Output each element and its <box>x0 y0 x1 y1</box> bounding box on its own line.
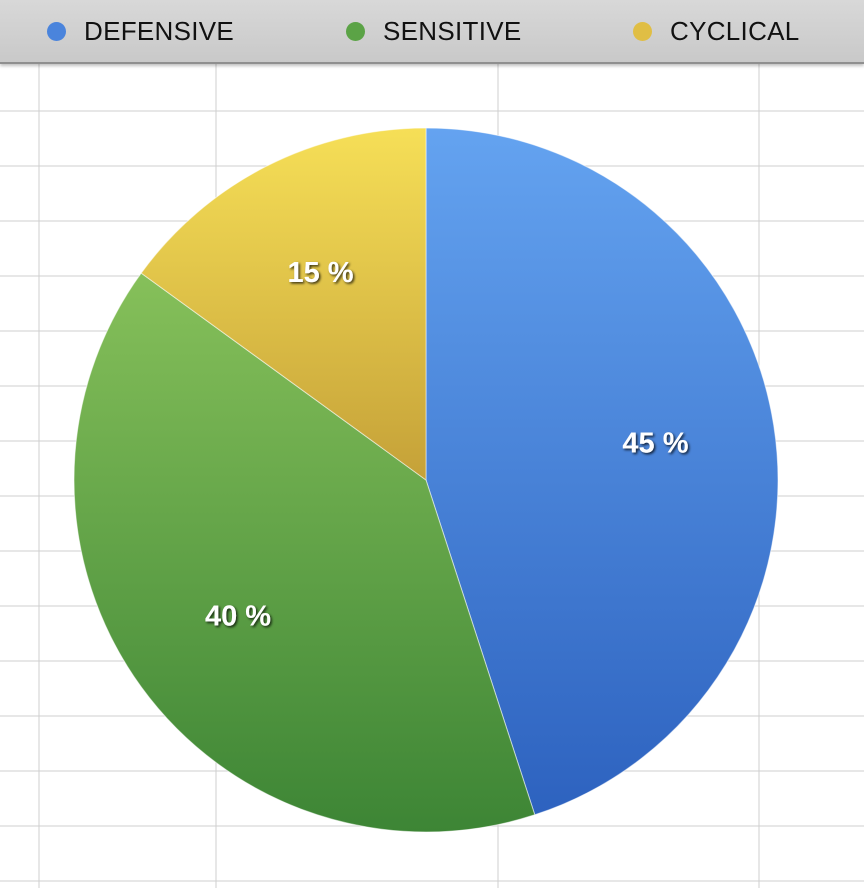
pie-slice-sensitive <box>73 272 536 833</box>
legend-swatch-cyclical <box>633 21 652 41</box>
legend-swatch-defensive <box>47 21 66 41</box>
legend-swatch-sensitive <box>346 21 365 41</box>
legend-label-defensive: DEFENSIVE <box>84 15 235 46</box>
data-label-defensive: 45 % <box>622 428 688 460</box>
data-label-sensitive: 40 % <box>205 601 271 633</box>
legend-item-defensive: DEFENSIVE <box>47 0 234 62</box>
chart-legend: DEFENSIVE SENSITIVE CYCLICAL <box>0 0 864 64</box>
legend-label-cyclical: CYCLICAL <box>670 15 800 46</box>
pie-slice-defensive <box>425 127 779 816</box>
legend-item-cyclical: CYCLICAL <box>633 0 800 62</box>
legend-label-sensitive: SENSITIVE <box>383 15 522 46</box>
data-label-cyclical: 15 % <box>287 257 353 289</box>
pie-slice-cyclical <box>140 127 427 481</box>
legend-item-sensitive: SENSITIVE <box>346 0 522 62</box>
